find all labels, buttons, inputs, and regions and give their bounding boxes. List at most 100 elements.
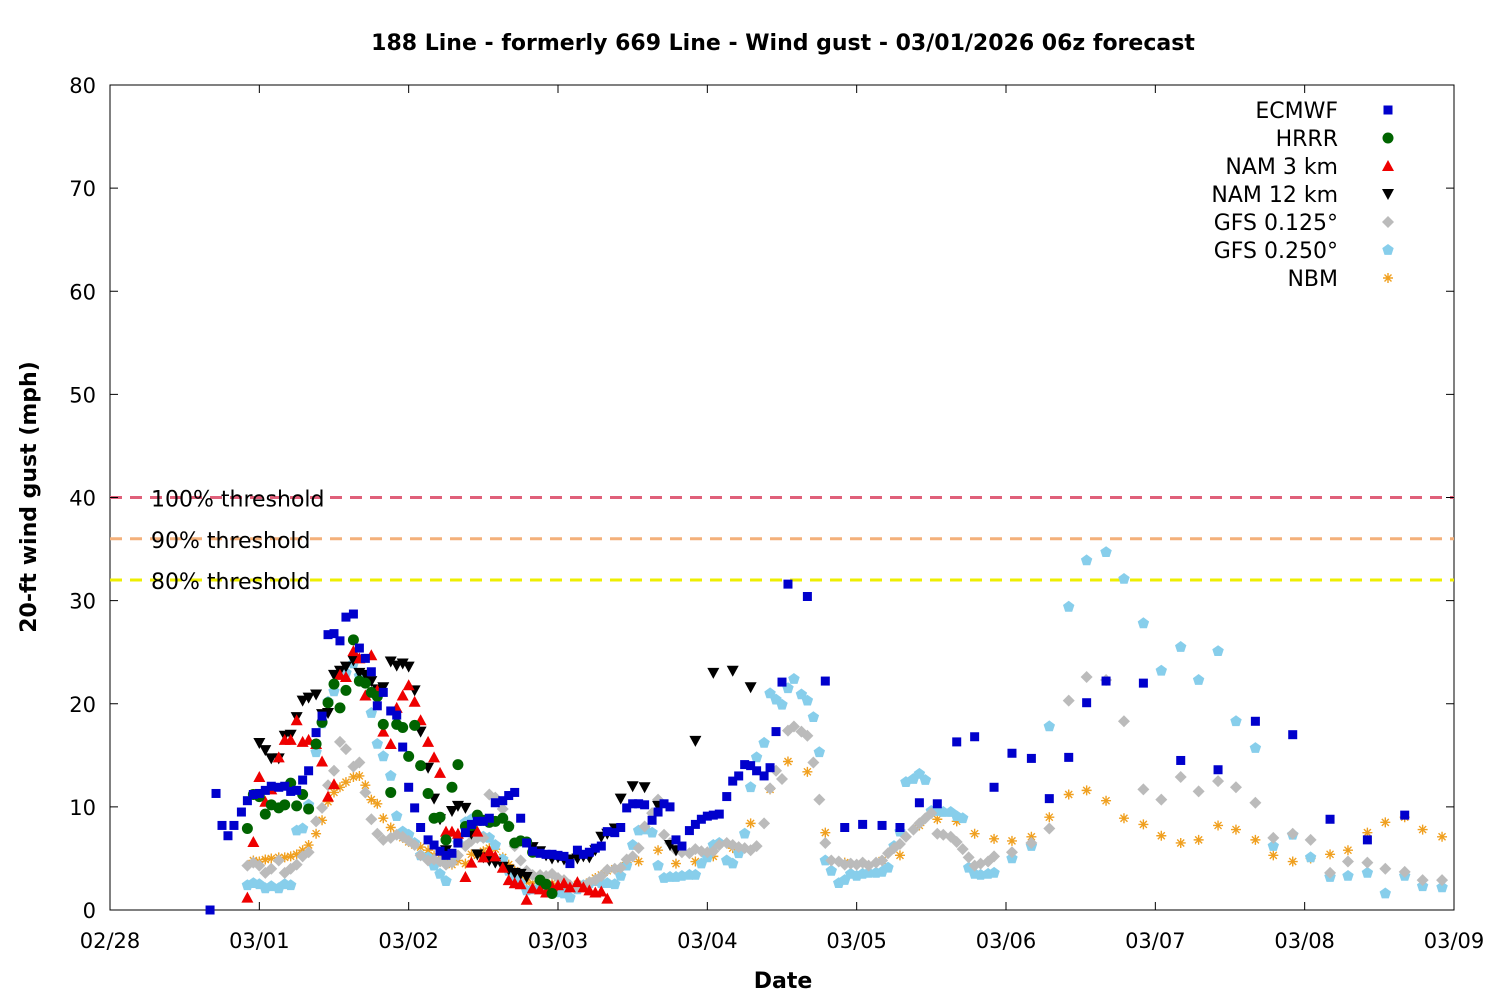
point-gfs-0-125 — [1137, 783, 1150, 796]
point-nbm — [782, 756, 793, 767]
legend-marker-hrrr — [1382, 132, 1394, 144]
y-tick-label: 40 — [69, 487, 96, 511]
point-nbm — [802, 766, 813, 777]
chart-title: 188 Line - formerly 669 Line - Wind gust… — [371, 31, 1195, 56]
point-nbm — [932, 814, 943, 825]
point-gfs-0-250 — [440, 875, 452, 886]
point-gfs-0-250 — [1342, 870, 1354, 881]
point-nam-12-km — [259, 745, 272, 757]
point-gfs-0-125 — [328, 764, 340, 777]
point-gfs-0-125 — [813, 793, 826, 806]
point-gfs-0-250 — [739, 827, 751, 839]
legend-label-nam-3-km: NAM 3 km — [1225, 155, 1338, 180]
point-gfs-0-125 — [1117, 715, 1130, 728]
point-nbm — [1156, 830, 1167, 841]
point-ecmwf — [1082, 698, 1092, 708]
point-ecmwf — [386, 706, 396, 716]
axes: 0 10 20 30 40 50 60 70 80 02/28 03/01 03/02 03/03 03/… — [69, 74, 1484, 953]
point-gfs-0-250 — [764, 687, 776, 699]
point-ecmwf — [722, 792, 732, 802]
point-gfs-0-125 — [1005, 846, 1018, 859]
point-nbm — [1325, 849, 1336, 860]
point-ecmwf — [329, 629, 339, 639]
point-gfs-0-125 — [1174, 770, 1187, 783]
point-hrrr — [334, 702, 346, 714]
legend-marker-nam-12-km — [1382, 189, 1394, 200]
legend-marker-ecmwf — [1383, 105, 1393, 115]
point-nam-3-km — [595, 885, 608, 897]
point-gfs-0-125 — [876, 854, 889, 867]
point-gfs-0-250 — [1080, 554, 1093, 566]
point-ecmwf — [354, 643, 364, 653]
point-ecmwf — [746, 761, 756, 771]
point-gfs-0-250 — [391, 810, 403, 821]
point-nbm — [503, 859, 514, 870]
y-tick-label: 60 — [69, 280, 96, 304]
point-gfs-0-125 — [1398, 865, 1411, 878]
point-gfs-0-250 — [1137, 617, 1150, 629]
point-ecmwf — [372, 701, 382, 711]
point-ecmwf — [578, 849, 588, 859]
point-ecmwf — [765, 763, 775, 773]
point-gfs-0-125 — [514, 854, 527, 867]
point-ecmwf — [236, 807, 246, 817]
point-gfs-0-125 — [819, 836, 832, 849]
point-ecmwf — [528, 846, 538, 856]
point-ecmwf — [565, 859, 575, 869]
y-axis-label: 20-ft wind gust (mph) — [17, 361, 42, 633]
point-gfs-0-125 — [1267, 831, 1280, 844]
point-nam-3-km — [502, 874, 515, 886]
point-ecmwf — [453, 838, 463, 848]
point-hrrr — [340, 684, 352, 696]
point-nbm — [317, 815, 328, 826]
point-gfs-0-250 — [788, 673, 800, 684]
point-nbm — [279, 852, 290, 863]
point-gfs-0-250 — [727, 857, 739, 869]
point-ecmwf — [616, 823, 626, 832]
point-nbm — [303, 840, 314, 851]
point-nbm — [323, 796, 334, 807]
point-gfs-0-250 — [882, 861, 894, 873]
point-nbm — [311, 828, 322, 839]
point-ecmwf — [696, 814, 706, 824]
legend-marker-gfs-0-125 — [1382, 216, 1394, 228]
y-tick-label: 70 — [69, 177, 96, 201]
point-nbm — [690, 856, 701, 867]
point-hrrr — [377, 718, 389, 730]
point-ecmwf — [989, 782, 999, 792]
point-nbm — [360, 780, 371, 791]
point-nbm — [1342, 845, 1353, 856]
point-gfs-0-250 — [434, 867, 446, 879]
point-ecmwf — [522, 838, 532, 848]
point-ecmwf — [366, 667, 376, 677]
point-gfs-0-125 — [776, 773, 788, 786]
point-gfs-0-125 — [1043, 822, 1056, 835]
point-ecmwf — [740, 760, 750, 770]
point-gfs-0-250 — [801, 694, 814, 706]
point-hrrr — [291, 800, 303, 812]
point-gfs-0-250 — [564, 891, 576, 903]
point-nam-12-km — [614, 793, 627, 805]
point-nbm — [1362, 827, 1373, 838]
point-nbm — [329, 787, 339, 798]
point-ecmwf — [596, 841, 606, 851]
point-ecmwf — [572, 845, 582, 855]
point-hrrr — [409, 719, 421, 731]
point-ecmwf — [1026, 753, 1036, 763]
x-tick-label: 03/01 — [229, 929, 290, 953]
point-gfs-0-125 — [825, 854, 838, 867]
point-gfs-0-125 — [1080, 670, 1093, 683]
point-nbm — [1417, 824, 1428, 835]
point-nam-12-km — [253, 737, 266, 749]
point-gfs-0-125 — [962, 851, 975, 864]
point-nbm — [385, 822, 396, 833]
point-nbm — [291, 849, 302, 860]
point-ecmwf — [404, 782, 414, 792]
point-nam-3-km — [396, 689, 409, 701]
point-ecmwf — [535, 848, 545, 858]
x-tick-label: 03/09 — [1424, 929, 1485, 953]
point-nbm — [466, 849, 477, 860]
point-ecmwf — [211, 788, 221, 798]
point-nbm — [989, 833, 1000, 844]
point-gfs-0-250 — [615, 870, 627, 881]
